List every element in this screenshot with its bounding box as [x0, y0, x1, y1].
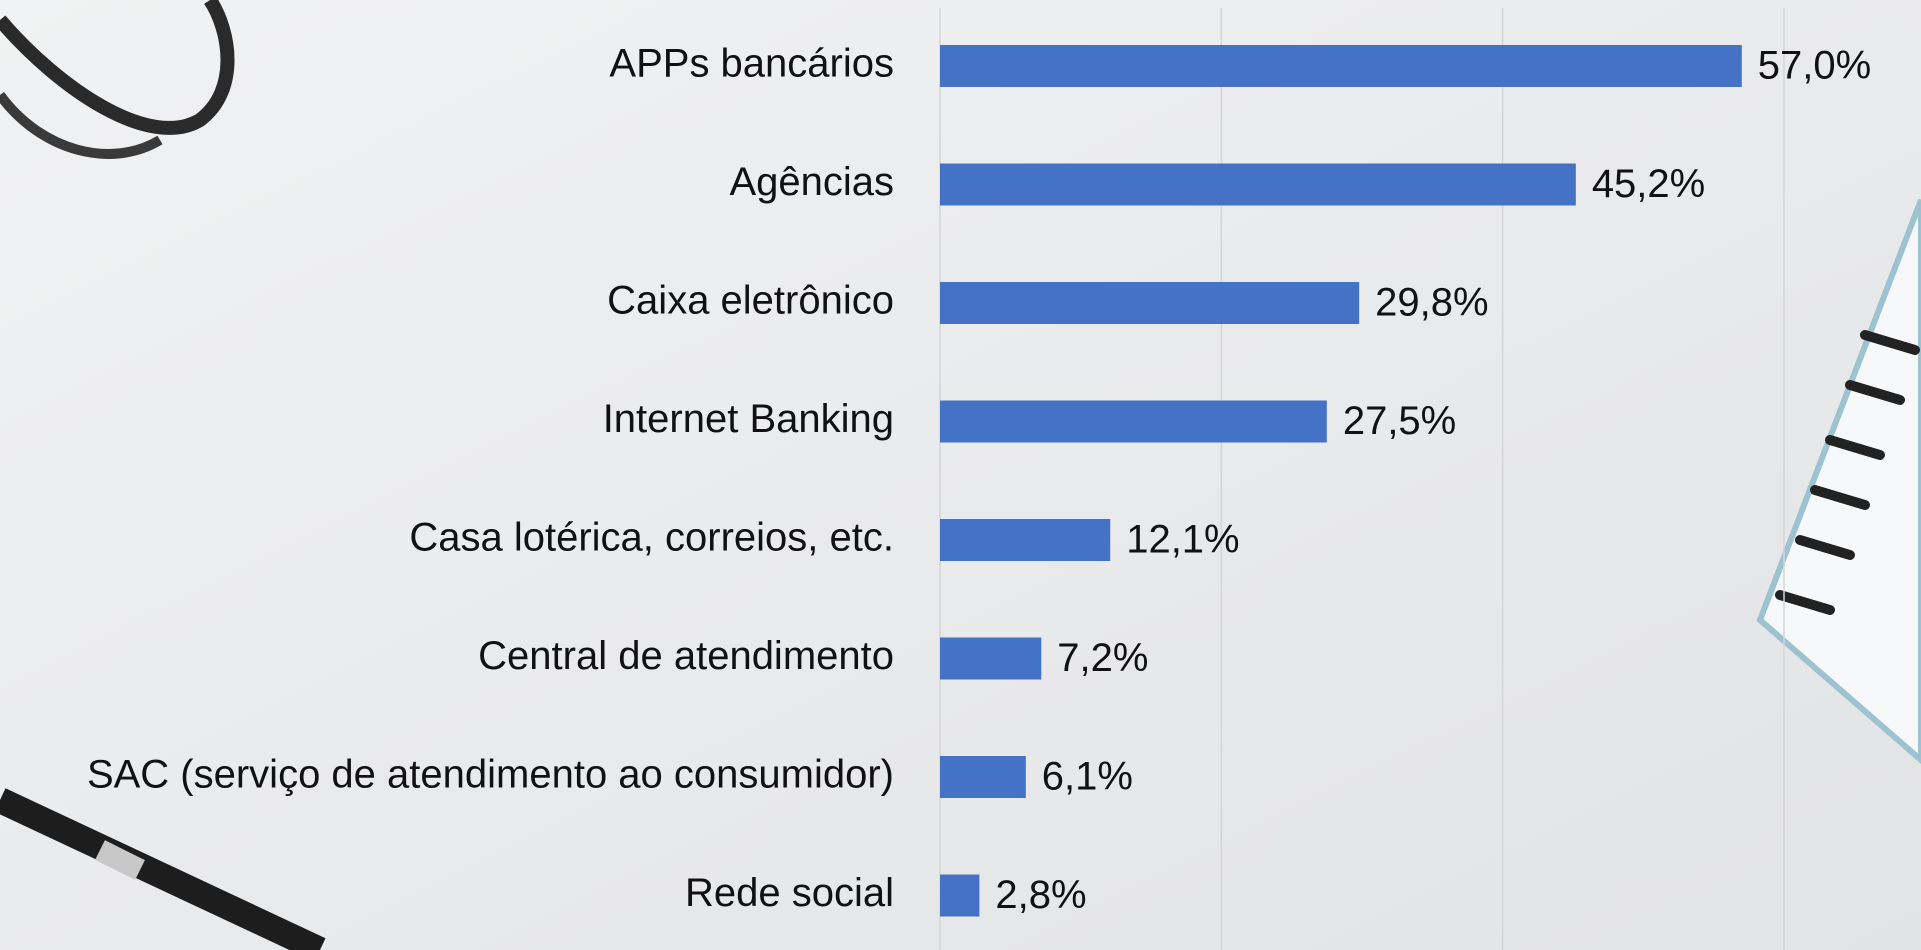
- data-label: 7,2%: [1057, 636, 1148, 680]
- data-label: 27,5%: [1343, 399, 1456, 443]
- category-label: Rede social: [685, 871, 894, 915]
- bar: [940, 400, 1327, 443]
- bar: [940, 519, 1111, 561]
- category-label: Caixa eletrônico: [607, 279, 894, 323]
- category-label: Agências: [729, 160, 894, 204]
- bar: [940, 163, 1576, 206]
- data-label: 45,2%: [1592, 162, 1705, 206]
- category-label: Casa lotérica, correios, etc.: [409, 516, 894, 560]
- bar: [940, 45, 1742, 87]
- data-label: 12,1%: [1126, 518, 1239, 562]
- bar: [940, 756, 1026, 798]
- data-label: 2,8%: [995, 873, 1086, 917]
- category-label: SAC (serviço de atendimento ao consumido…: [87, 753, 894, 797]
- data-label: 57,0%: [1758, 44, 1871, 88]
- category-label: Central de atendimento: [478, 634, 894, 678]
- bar: [940, 637, 1042, 680]
- bar: [940, 282, 1360, 324]
- data-label: 6,1%: [1042, 755, 1133, 799]
- category-label: Internet Banking: [603, 397, 894, 441]
- bar: [940, 874, 980, 917]
- category-label: APPs bancários: [609, 42, 894, 86]
- data-label: 29,8%: [1375, 281, 1488, 325]
